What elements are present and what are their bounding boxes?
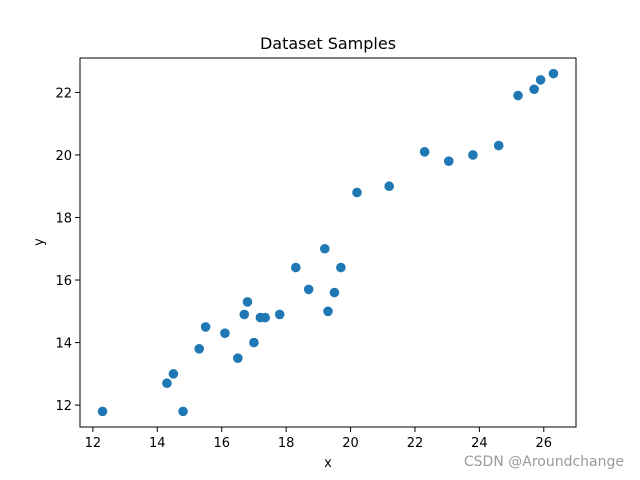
- x-axis-title: x: [324, 456, 332, 471]
- data-point: [242, 297, 253, 307]
- data-point: [548, 68, 559, 79]
- x-tick-label: 20: [342, 436, 359, 451]
- data-point: [419, 147, 430, 157]
- data-point: [329, 287, 340, 298]
- data-points: [97, 68, 559, 417]
- x-tick-label: 14: [149, 436, 166, 451]
- data-point: [336, 262, 346, 273]
- watermark-text: CSDN @Aroundchange: [463, 454, 624, 470]
- data-point: [352, 187, 362, 198]
- data-point: [220, 328, 230, 338]
- data-point: [290, 262, 301, 273]
- data-point: [493, 140, 504, 151]
- data-point: [178, 406, 188, 417]
- data-point: [249, 337, 259, 348]
- data-point: [468, 150, 478, 160]
- data-point: [162, 378, 172, 389]
- plot-frame: [79, 57, 577, 428]
- x-tick-label: 12: [85, 436, 102, 451]
- x-tick-label: 24: [471, 436, 488, 451]
- data-point: [443, 156, 454, 166]
- y-tick-label: 18: [55, 211, 72, 226]
- x-tick-label: 22: [407, 436, 424, 451]
- y-tick-label: 16: [55, 274, 72, 289]
- y-tick-label: 12: [55, 399, 72, 414]
- data-point: [303, 284, 314, 295]
- data-point: [529, 84, 539, 95]
- x-tick-label: 16: [213, 436, 230, 451]
- data-point: [274, 309, 285, 320]
- data-point: [194, 344, 204, 354]
- data-point: [239, 309, 250, 320]
- data-point: [319, 243, 330, 254]
- x-axis-ticks: 12 14 16 18 20 22 24 26: [85, 427, 552, 451]
- data-point: [260, 312, 270, 323]
- data-point: [233, 353, 243, 364]
- y-tick-label: 20: [55, 149, 72, 164]
- y-axis-title: y: [32, 238, 47, 246]
- data-point: [323, 306, 333, 317]
- data-point: [513, 90, 523, 101]
- chart-title: Dataset Samples: [260, 34, 396, 53]
- data-point: [97, 406, 108, 417]
- y-tick-label: 22: [55, 86, 72, 101]
- data-point: [200, 322, 211, 332]
- data-point: [535, 75, 546, 85]
- y-tick-label: 14: [55, 337, 72, 352]
- data-point: [384, 181, 394, 192]
- x-tick-label: 26: [536, 436, 553, 451]
- y-axis-ticks: 12 14 16 18 20 22: [55, 86, 80, 414]
- x-tick-label: 18: [278, 436, 295, 451]
- data-point: [168, 369, 179, 379]
